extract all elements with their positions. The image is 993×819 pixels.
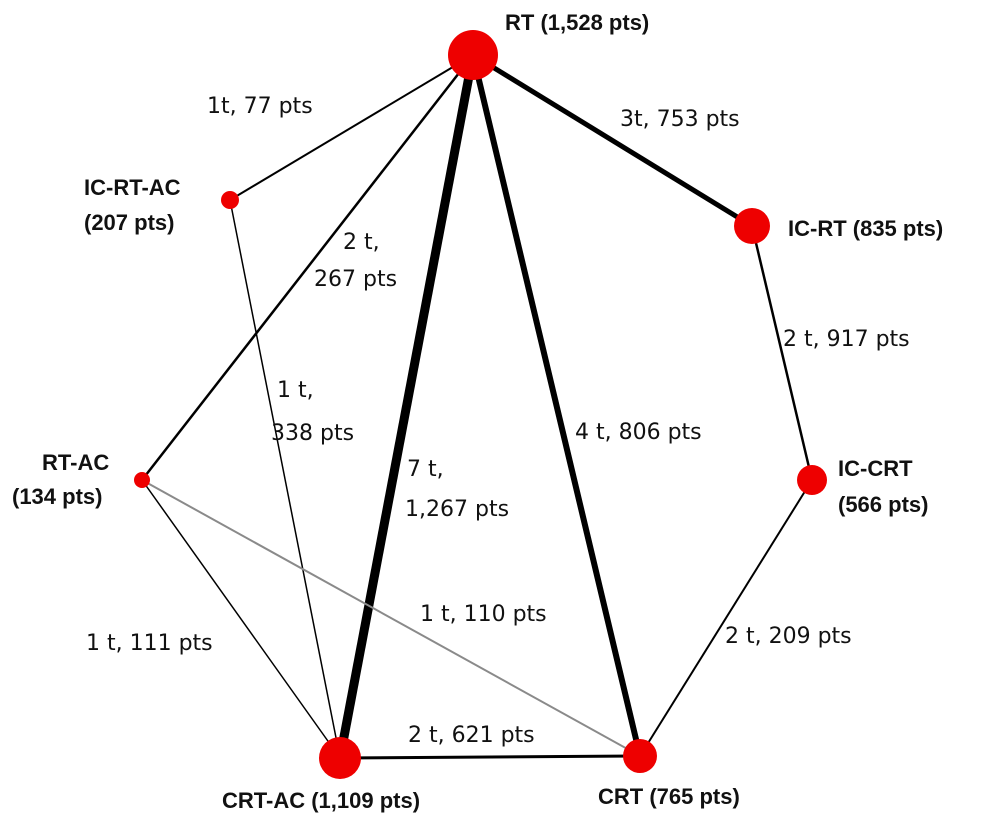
node-label-ic-rt-ac-line2: (207 pts) [84, 210, 174, 235]
edge-label-rt-ac-crt-ac: 1 t, 111 pts [86, 631, 213, 656]
node-crt [623, 739, 657, 773]
edge-ic-crt-crt [639, 479, 813, 757]
node-label-crt-ac: CRT-AC (1,109 pts) [222, 788, 420, 813]
edge-label-ic-rt-ic-crt: 2 t, 917 pts [783, 327, 910, 352]
node-label-ic-rt: IC-RT (835 pts) [788, 216, 943, 241]
node-labels: RT (1,528 pts) IC-RT (835 pts) IC-CRT (5… [12, 10, 943, 813]
edge-ic-rt-ic-crt [750, 225, 814, 481]
edge-rt-crt [470, 54, 643, 757]
edge-label-ic-rt-ac-crt-ac-line1: 1 t, [277, 378, 314, 403]
node-ic-rt-ac [221, 191, 239, 209]
edge-label-ic-rt-ac-crt-ac-line2: 338 pts [271, 421, 354, 446]
node-rt-ac [134, 472, 150, 488]
edge-rt-ac-crt-ac [141, 479, 341, 759]
edge-rt-ic-rt [471, 52, 754, 229]
edge-label-rt-crt: 4 t, 806 pts [575, 420, 702, 445]
edge-labels: 1t, 77 pts 3t, 753 pts 2 t, 267 pts 1 t,… [86, 94, 910, 748]
node-crt-ac [319, 737, 361, 779]
node-label-crt: CRT (765 pts) [598, 784, 740, 809]
node-label-rt-ac-line2: (134 pts) [12, 484, 102, 509]
node-ic-rt [734, 208, 770, 244]
node-label-ic-crt-line2: (566 pts) [838, 492, 928, 517]
edge-label-rt-ac-crt: 1 t, 110 pts [420, 602, 547, 627]
edge-label-rt-ic-rt: 3t, 753 pts [620, 107, 740, 132]
edge-crt-ac-crt [339, 754, 641, 760]
edge-label-rt-rt-ac-line1: 2 t, [343, 230, 380, 255]
edge-rt-crt-ac [335, 54, 478, 759]
edge-label-rt-rt-ac-line2: 267 pts [314, 267, 397, 292]
node-label-ic-crt-line1: IC-CRT [838, 456, 913, 481]
edge-label-rt-crt-ac-line1: 7 t, [407, 457, 444, 482]
node-label-rt: RT (1,528 pts) [505, 10, 649, 35]
edge-rt-ac-crt [141, 479, 641, 757]
node-ic-crt [797, 465, 827, 495]
edge-label-rt-ic-rt-ac: 1t, 77 pts [207, 94, 313, 119]
node-label-ic-rt-ac-line1: IC-RT-AC [84, 175, 181, 200]
node-label-rt-ac-line1: RT-AC [42, 450, 109, 475]
edges [141, 52, 814, 760]
edge-label-ic-crt-crt: 2 t, 209 pts [725, 624, 852, 649]
edge-label-crt-ac-crt: 2 t, 621 pts [408, 723, 535, 748]
edge-label-rt-crt-ac-line2: 1,267 pts [405, 497, 509, 522]
node-rt [448, 30, 498, 80]
edge-rt-ic-rt-ac [229, 54, 474, 201]
edge-ic-rt-ac-crt-ac [229, 199, 341, 759]
edge-rt-rt-ac [141, 54, 474, 481]
nodes [134, 30, 827, 779]
